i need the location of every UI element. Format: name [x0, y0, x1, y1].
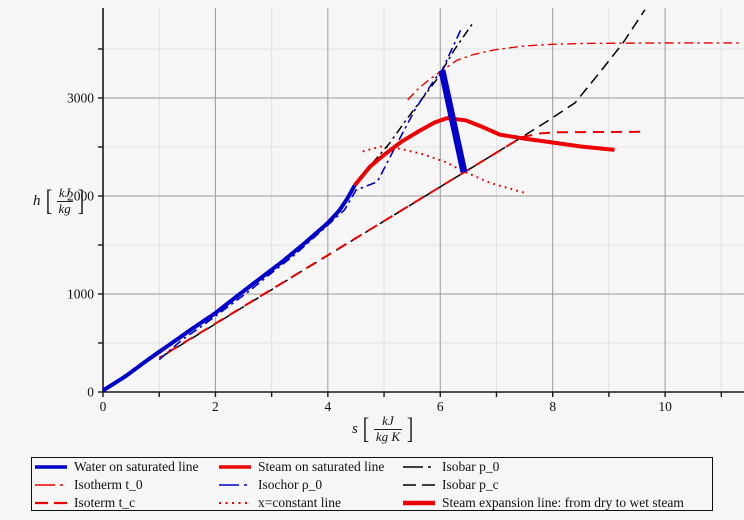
- x-tick-label: 0: [100, 399, 107, 414]
- series-isobar-p_0: [105, 22, 474, 389]
- legend-label: Steam on saturated line: [258, 459, 385, 474]
- legend-swatch-isobar-p0: [403, 466, 435, 468]
- data-series: [101, 9, 741, 393]
- series-isotherm-t_0: [407, 42, 741, 101]
- legend-item-isochor-rho0: Isochor ρ_0: [218, 477, 402, 493]
- legend-label: Isoterm t_c: [74, 495, 136, 510]
- legend-label: Isotherm t_0: [74, 477, 143, 492]
- y-tick-label: 1000: [67, 286, 94, 301]
- legend-item-isobar-p0: Isobar p_0: [402, 459, 712, 475]
- legend-swatch-x-constant: [219, 502, 251, 504]
- y-axis-unit-numerator: kJ: [58, 185, 71, 200]
- series-steam-on-saturated-line: [353, 116, 615, 187]
- y-axis-unit-denominator: kg: [56, 200, 73, 216]
- x-tick-label: 2: [212, 399, 219, 414]
- x-tick-label: 8: [549, 399, 556, 414]
- legend-swatch-isoterm-tc: [35, 501, 67, 505]
- legend-item-isotherm-t0: Isotherm t_0: [34, 477, 218, 493]
- x-axis-unit-numerator: kJ: [382, 413, 394, 428]
- legend-label: Isochor ρ_0: [258, 477, 323, 492]
- series-steam-expansion-line: [438, 69, 468, 173]
- y-tick-label: 0: [87, 385, 94, 400]
- legend-item-isobar-pc: Isobar p_c: [402, 477, 712, 493]
- series-isobar-p_c: [161, 9, 646, 358]
- legend: Water on saturated line Steam on saturat…: [31, 457, 713, 511]
- x-tick-label: 4: [324, 399, 331, 414]
- y-tick-label: 2000: [67, 188, 94, 203]
- y-tick-label: 3000: [67, 90, 94, 105]
- legend-item-water-saturated: Water on saturated line: [34, 459, 218, 475]
- legend-item-isoterm-tc: Isoterm t_c: [34, 495, 218, 511]
- legend-item-steam-expansion: Steam expansion line: from dry to wet st…: [402, 495, 712, 511]
- legend-label: Isobar p_c: [442, 477, 499, 492]
- series-isochor-rho_0: [158, 27, 463, 361]
- x-axis-variable: s: [352, 420, 358, 437]
- series-water-on-saturated-line: [101, 184, 357, 393]
- legend-swatch-steam-expansion: [403, 500, 435, 506]
- tick-labels: 0 2 4 6 8 10 0 1000 2000 3000: [67, 90, 672, 414]
- chart-plot-area: 0 2 4 6 8 10 0 1000 2000 3000: [67, 8, 744, 414]
- legend-label: Water on saturated line: [74, 459, 199, 474]
- axes: [98, 8, 744, 397]
- x-axis-unit-denominator: kg K: [373, 428, 403, 444]
- series-isoterm-t_c: [158, 130, 643, 359]
- legend-swatch-isotherm-t0: [35, 484, 67, 486]
- x-tick-label: 6: [437, 399, 444, 414]
- legend-item-steam-saturated: Steam on saturated line: [218, 459, 402, 475]
- y-axis-variable: h: [33, 192, 41, 209]
- x-axis-label: s [ kJ kg K ]: [352, 412, 414, 446]
- legend-label: x=constant line: [258, 495, 341, 510]
- legend-swatch-isochor-rho0: [219, 484, 251, 486]
- legend-swatch-isobar-pc: [403, 484, 435, 486]
- legend-swatch-water: [35, 465, 67, 469]
- legend-swatch-steam: [219, 465, 251, 469]
- legend-label: Isobar p_0: [442, 459, 500, 474]
- legend-item-x-constant: x=constant line: [218, 495, 402, 511]
- x-tick-label: 10: [658, 399, 672, 414]
- y-axis-label: h [ kJ kg ]: [33, 184, 85, 218]
- legend-label: Steam expansion line: from dry to wet st…: [442, 495, 684, 510]
